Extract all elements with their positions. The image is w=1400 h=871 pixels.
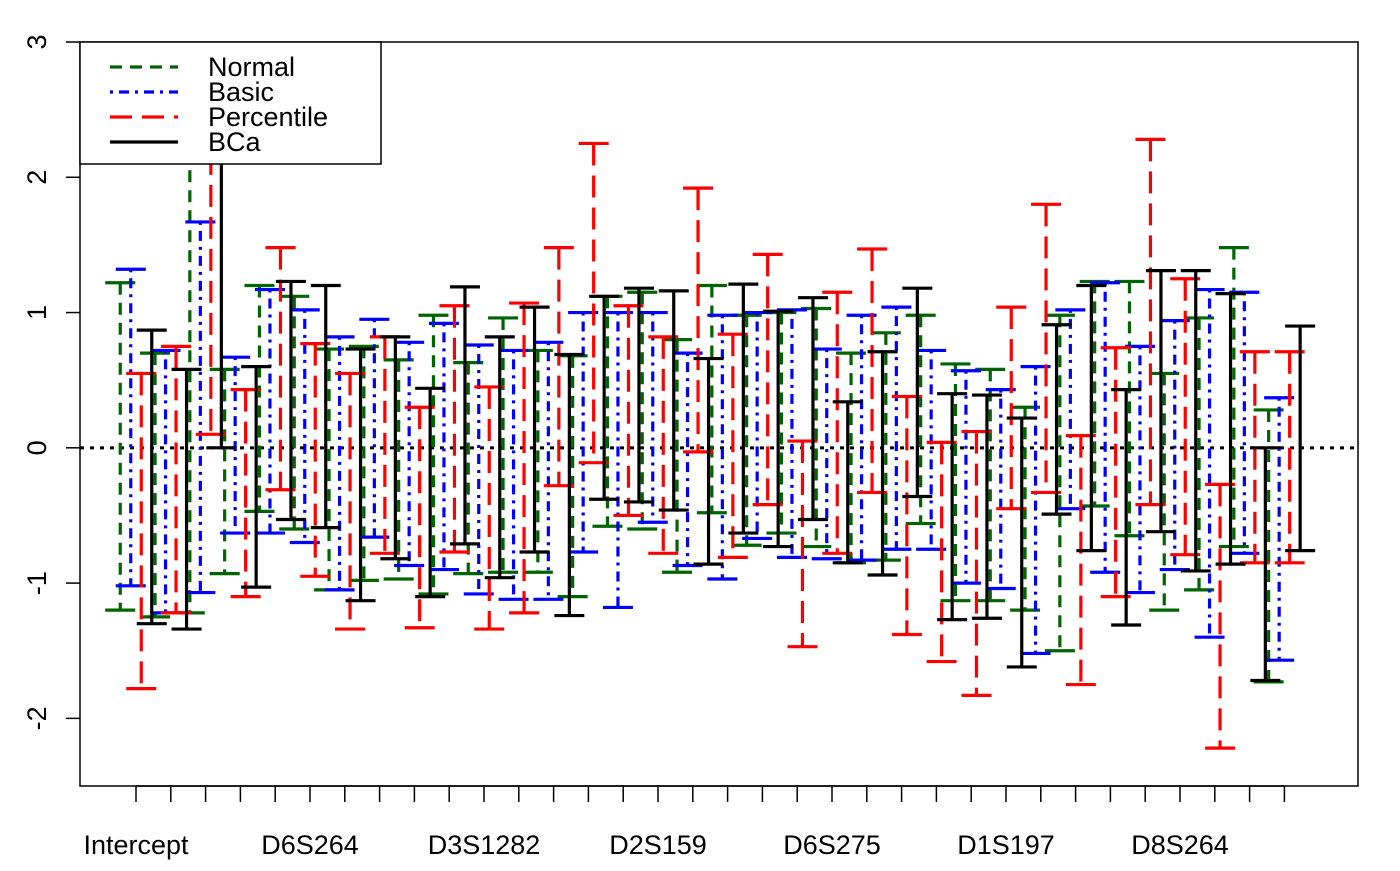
errorbar-basic-12: [533, 340, 564, 601]
errorbar-bca-13: [589, 294, 620, 501]
errorbar-bca-17: [728, 282, 759, 535]
errorbar-basic-22: [881, 305, 912, 551]
legend-label: BCa: [208, 127, 262, 157]
x-tick-label: D6S275: [783, 830, 881, 860]
errorbar-bca-15: [658, 289, 689, 512]
errorbar-normal-10: [453, 360, 484, 576]
errorbar-bca-10: [484, 335, 515, 580]
legend-box: [79, 41, 382, 165]
errorbar-bca-11: [519, 305, 550, 554]
errorbar-normal-17: [696, 283, 727, 515]
errorbar-normal-27: [1044, 313, 1075, 653]
legend-item-bca: BCa: [110, 127, 262, 157]
x-tick-label: D6S264: [261, 830, 359, 860]
errorbar-normal-4: [244, 283, 275, 513]
errorbar-basic-8: [394, 340, 425, 568]
errorbar-bca-7: [380, 335, 411, 561]
y-tick-label: 2: [22, 170, 52, 185]
errorbar-bca-18: [763, 309, 794, 549]
errorbar-normal-9: [418, 313, 449, 596]
errorbar-basic-6: [324, 335, 355, 592]
y-tick-label: 0: [22, 440, 52, 455]
errorbar-bca-32: [1250, 446, 1281, 683]
errorbar-bca-19: [797, 296, 828, 522]
y-axis: -2 -1 0 1 2 3: [22, 34, 80, 730]
errorbar-bca-3: [241, 365, 272, 589]
errorbar-bca-25: [1006, 416, 1037, 669]
errorbar-bca-30: [1180, 269, 1211, 573]
errorbar-bca-4: [275, 279, 306, 522]
errorbar-basic-24: [950, 369, 981, 585]
legend-item-percentile: Percentile: [110, 102, 328, 132]
legend-item-basic: Basic: [110, 77, 274, 107]
errorbar-bca-8: [415, 386, 446, 599]
y-tick-label: 1: [22, 305, 52, 320]
errorbar-bca-12: [554, 352, 585, 618]
errorbar-normal-24: [940, 362, 971, 603]
chart-marks: [80, 137, 1358, 750]
x-tick-label: D8S264: [1131, 830, 1229, 860]
errorbar-bca-1: [171, 367, 202, 631]
x-tick-label: D3S1282: [428, 830, 541, 860]
errorbar-bca-23: [937, 392, 968, 622]
errorbar-bca-31: [1215, 292, 1246, 566]
errorbar-bca-0: [136, 328, 167, 626]
y-tick-label: 3: [22, 34, 52, 49]
errorbar-bca-24: [971, 393, 1002, 620]
errorbar-bca-5: [310, 283, 341, 530]
errorbar-basic-31: [1194, 287, 1225, 639]
legend-item-normal: Normal: [110, 52, 295, 82]
errorbar-bca-29: [1145, 269, 1176, 534]
series-bca: [136, 145, 1316, 683]
errorbar-bca-28: [1111, 388, 1142, 627]
errorbar-normal-15: [627, 290, 658, 531]
errorbar-bca-20: [832, 400, 863, 565]
errorbar-bca-16: [693, 356, 724, 566]
errorbar-normal-16: [662, 338, 693, 574]
errorbar-bca-14: [623, 286, 654, 504]
errorbar-normal-23: [905, 313, 936, 526]
x-tick-label: D1S197: [957, 830, 1055, 860]
legend-label: Normal: [208, 52, 295, 82]
y-tick-label: -1: [22, 571, 52, 595]
errorbar-bca-33: [1285, 324, 1316, 553]
errorbar-normal-11: [488, 316, 519, 574]
errorbar-percentile-11: [509, 301, 540, 615]
errorbar-bca-27: [1076, 283, 1107, 553]
legend-label: Basic: [208, 77, 274, 107]
x-tick-label: Intercept: [83, 830, 189, 860]
errorbar-normal-5: [279, 294, 310, 531]
errorbar-bca-6: [345, 347, 376, 603]
errorbar-basic-15: [637, 310, 668, 524]
errorbar-bca-26: [1041, 323, 1072, 516]
errorbar-bca-22: [902, 286, 933, 499]
errorbar-basic-20: [811, 347, 842, 561]
errorbar-bca-9: [449, 285, 480, 546]
errorbar-bca-21: [867, 350, 898, 577]
errorbar-normal-32: [1218, 246, 1249, 549]
legend-label: Percentile: [208, 102, 328, 132]
x-tick-label: D2S159: [609, 830, 707, 860]
x-axis: Intercept D6S264 D3S1282 D2S159 D6S275 D1S197…: [83, 785, 1286, 860]
series-normal: [105, 148, 1284, 684]
y-tick-label: -2: [22, 706, 52, 730]
